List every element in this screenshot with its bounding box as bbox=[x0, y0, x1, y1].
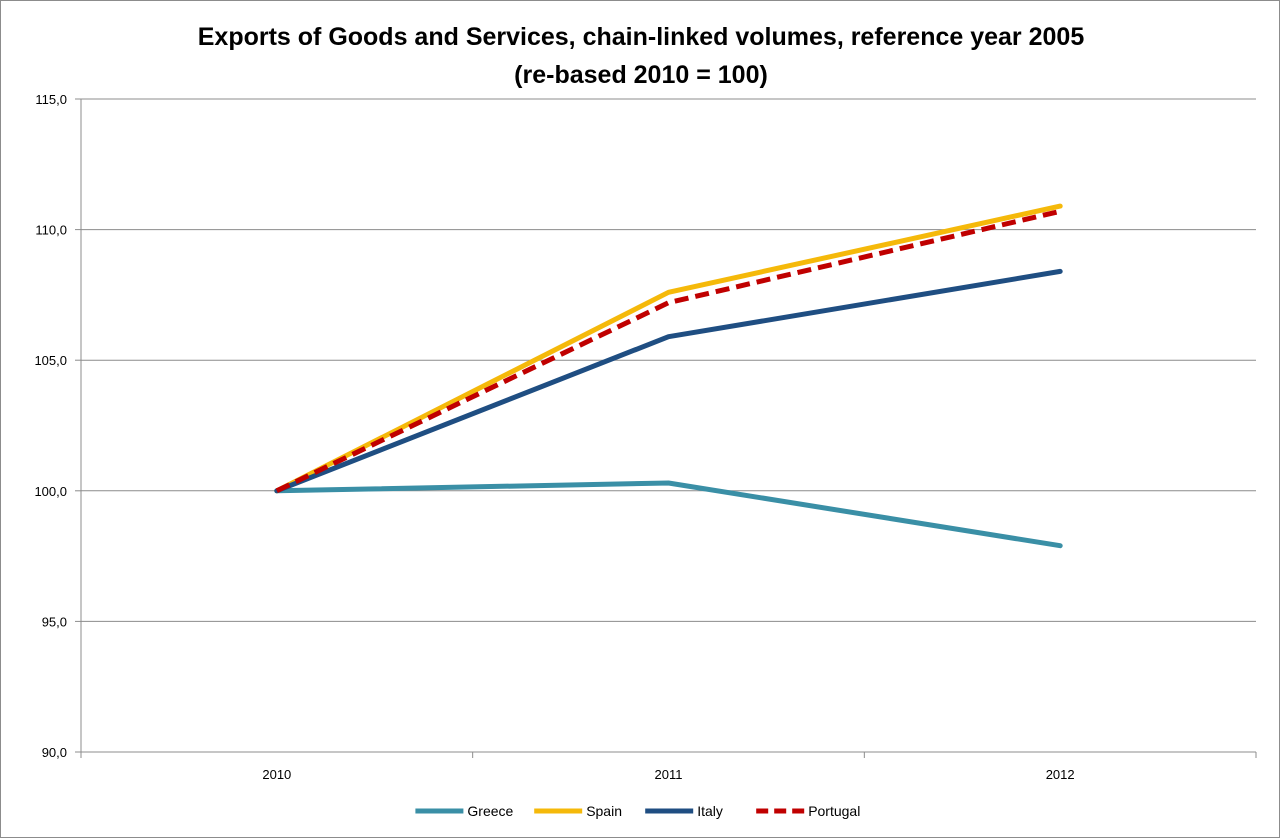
y-tick-label: 95,0 bbox=[42, 614, 67, 629]
y-tick-label: 105,0 bbox=[34, 353, 67, 368]
legend-label-portugal: Portugal bbox=[808, 803, 860, 819]
x-tick-labels: 2010 2011 2012 bbox=[262, 767, 1074, 782]
series-line-greece bbox=[274, 480, 1063, 549]
legend-label-greece: Greece bbox=[467, 803, 513, 819]
series-lines bbox=[274, 203, 1063, 549]
chart-subtitle: (re-based 2010 = 100) bbox=[514, 61, 768, 89]
x-tick-label: 2012 bbox=[1046, 767, 1075, 782]
gridlines bbox=[81, 98, 1256, 622]
y-tick-labels: 90,0 95,0 100,0 105,0 110,0 115,0 bbox=[34, 92, 67, 760]
chart-title: Exports of Goods and Services, chain-lin… bbox=[198, 23, 1085, 51]
x-tick-label: 2011 bbox=[655, 767, 683, 782]
legend-label-italy: Italy bbox=[697, 803, 723, 819]
series-line-italy bbox=[274, 268, 1063, 494]
y-tick-label: 110,0 bbox=[35, 223, 67, 238]
x-tick-label: 2010 bbox=[262, 767, 291, 782]
series-line-spain bbox=[274, 203, 1063, 494]
legend: Greece Spain Italy Portugal bbox=[415, 803, 860, 819]
legend-label-spain: Spain bbox=[586, 803, 622, 819]
axes bbox=[75, 98, 1257, 758]
y-tick-label: 115,0 bbox=[35, 92, 67, 107]
y-tick-label: 90,0 bbox=[42, 745, 67, 760]
y-tick-label: 100,0 bbox=[34, 484, 67, 499]
series-line-portugal bbox=[275, 208, 1061, 494]
